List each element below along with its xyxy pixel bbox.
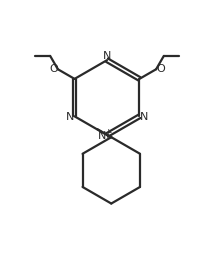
Text: N: N	[140, 112, 148, 122]
Text: +: +	[104, 128, 112, 137]
Text: N: N	[66, 112, 74, 122]
Text: O: O	[156, 64, 165, 74]
Text: N: N	[103, 51, 111, 61]
Text: N: N	[98, 131, 107, 141]
Text: O: O	[49, 64, 58, 74]
